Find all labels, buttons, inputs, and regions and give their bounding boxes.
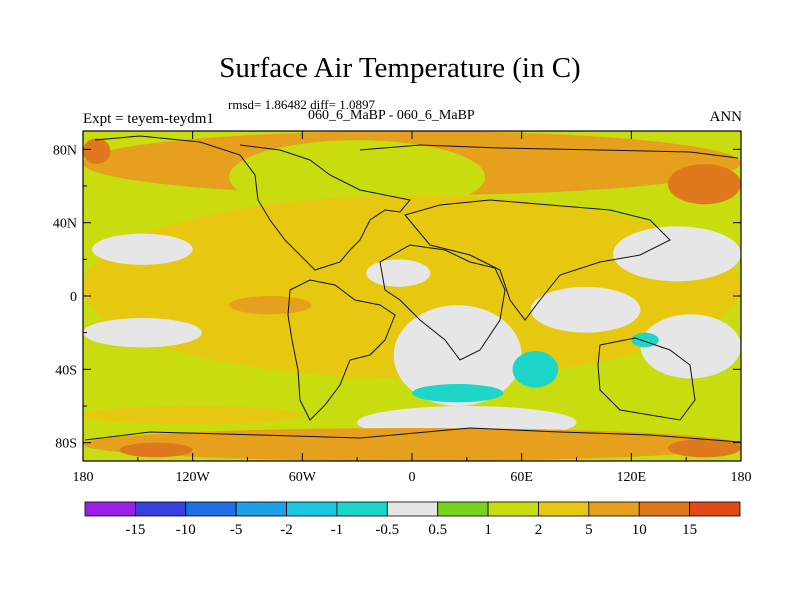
- contour-region-6: [83, 387, 741, 410]
- contour-region-3: [229, 140, 486, 214]
- contour-region-21: [119, 442, 193, 458]
- contour-region-16: [512, 351, 559, 388]
- chart-title: Surface Air Temperature (in C): [219, 52, 581, 84]
- contour-region-2: [667, 164, 741, 205]
- colorbar-label: 2: [535, 522, 543, 538]
- x-tick-label: 180: [731, 470, 752, 485]
- colorbar-swatch: [487, 501, 539, 517]
- contour-region-8: [92, 233, 193, 265]
- map-fill: [83, 131, 741, 461]
- colorbar-label: 1: [484, 522, 492, 538]
- y-tick-label: 80S: [55, 437, 77, 452]
- contour-region-22: [667, 439, 741, 458]
- colorbar-label: -0.5: [375, 522, 399, 538]
- colorbar-swatch: [386, 501, 439, 517]
- colorbar-label: -2: [280, 522, 293, 538]
- colorbar-swatch: [689, 501, 741, 517]
- x-tick-label: 120E: [617, 470, 647, 485]
- colorbar-label: -5: [230, 522, 243, 538]
- colorbar-swatch: [235, 501, 287, 517]
- contour-region-12: [530, 286, 641, 333]
- contour-region-17: [412, 384, 504, 403]
- contour-region-9: [83, 318, 202, 348]
- colorbar-swatch: [286, 501, 338, 517]
- x-tick-label: 0: [409, 470, 416, 485]
- contour-region-11: [613, 226, 741, 282]
- colorbar-swatch: [588, 501, 640, 517]
- experiment-label: Expt = teyem-teydm1: [83, 111, 214, 127]
- colorbar-swatch: [638, 501, 691, 517]
- contour-region-13: [640, 314, 741, 379]
- colorbar-label: 15: [682, 522, 697, 538]
- contour-region-7: [83, 195, 741, 379]
- y-axis: 80N 40N 0 40S 80S: [53, 143, 741, 452]
- colorbar-label: -1: [331, 522, 344, 538]
- colorbar-label: -15: [125, 522, 145, 538]
- y-tick-label: 40N: [53, 217, 77, 232]
- contour-region-20: [229, 296, 312, 315]
- x-tick-label: 60E: [510, 470, 533, 485]
- contour-region-1: [83, 138, 111, 165]
- x-axis: 180 120W 60W 0 60E 120E 180: [73, 131, 752, 485]
- contour-region-23: [83, 406, 303, 425]
- x-tick-label: 120W: [176, 470, 211, 485]
- colorbar-swatch: [134, 501, 187, 517]
- experiments-text: 060_6_MaBP - 060_6_MaBP: [308, 108, 475, 123]
- y-tick-label: 80N: [53, 143, 77, 158]
- season-label: ANN: [709, 109, 743, 125]
- colorbar-swatch: [84, 501, 136, 517]
- contour-region-14: [366, 259, 431, 287]
- colorbar-swatch: [538, 501, 590, 517]
- colorbar-label: -10: [176, 522, 196, 538]
- colorbar-label: 5: [585, 522, 593, 538]
- x-tick-label: 180: [73, 470, 94, 485]
- y-tick-label: 40S: [55, 363, 77, 378]
- continent-outlines: [84, 135, 741, 443]
- contour-region-19: [83, 428, 741, 461]
- colorbar-swatch: [336, 501, 388, 517]
- y-tick-label: 0: [70, 290, 77, 305]
- colorbar-swatch: [437, 501, 489, 517]
- colorbar-swatch: [185, 501, 237, 517]
- contour-region-10: [393, 305, 522, 407]
- colorbar-label: 0.5: [428, 522, 447, 538]
- x-tick-label: 60W: [289, 470, 317, 485]
- colorbar-label: 10: [632, 522, 647, 538]
- colorbar: -15 -10 -5 -2 -1 -0.5 0.5 1 2 5 10 15: [84, 501, 741, 538]
- stats-text: rmsd= 1.86482 diff= 1.0897: [228, 97, 375, 112]
